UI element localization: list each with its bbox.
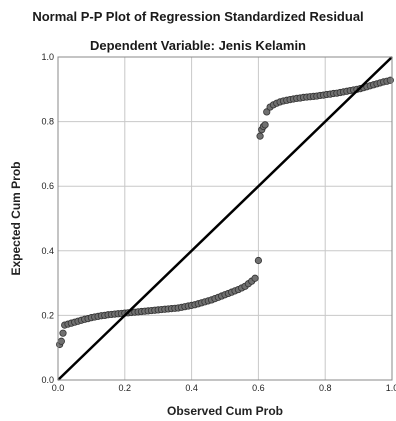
plot-frame bbox=[57, 56, 393, 381]
data-point bbox=[251, 274, 259, 282]
data-point bbox=[261, 121, 269, 129]
y-tick-label: 0.8 bbox=[41, 117, 54, 127]
y-axis-label: Expected Cum Prob bbox=[9, 161, 23, 275]
y-tick-label: 0.4 bbox=[41, 246, 54, 256]
x-tick-label: 0.0 bbox=[52, 383, 65, 393]
grid-lines bbox=[58, 57, 392, 380]
x-tick-label: 0.6 bbox=[252, 383, 265, 393]
tick-labels: 0.0 0.2 0.4 0.6 0.8 1.0 0.0 0.2 0.4 0.6 0.8 1.0 bbox=[41, 52, 396, 393]
y-tick-label: 0.0 bbox=[41, 375, 54, 385]
x-tick-label: 0.2 bbox=[119, 383, 132, 393]
data-point bbox=[256, 132, 264, 140]
reference-line bbox=[57, 56, 393, 381]
data-point bbox=[263, 108, 271, 116]
data-point bbox=[386, 76, 394, 84]
y-tick-label: 1.0 bbox=[41, 52, 54, 62]
data-point bbox=[254, 256, 262, 265]
x-tick-label: 1.0 bbox=[386, 383, 396, 393]
data-point bbox=[57, 337, 65, 345]
data-point bbox=[59, 329, 67, 337]
y-tick-label: 0.6 bbox=[41, 181, 54, 191]
x-tick-label: 0.8 bbox=[319, 383, 332, 393]
data-points bbox=[56, 76, 394, 349]
x-axis-label: Observed Cum Prob bbox=[167, 404, 283, 418]
chart-subtitle: Dependent Variable: Jenis Kelamin bbox=[89, 38, 307, 53]
chart-title: Normal P-P Plot of Regression Standardiz… bbox=[32, 9, 364, 24]
y-tick-label: 0.2 bbox=[41, 310, 54, 320]
x-tick-label: 0.4 bbox=[185, 383, 198, 393]
